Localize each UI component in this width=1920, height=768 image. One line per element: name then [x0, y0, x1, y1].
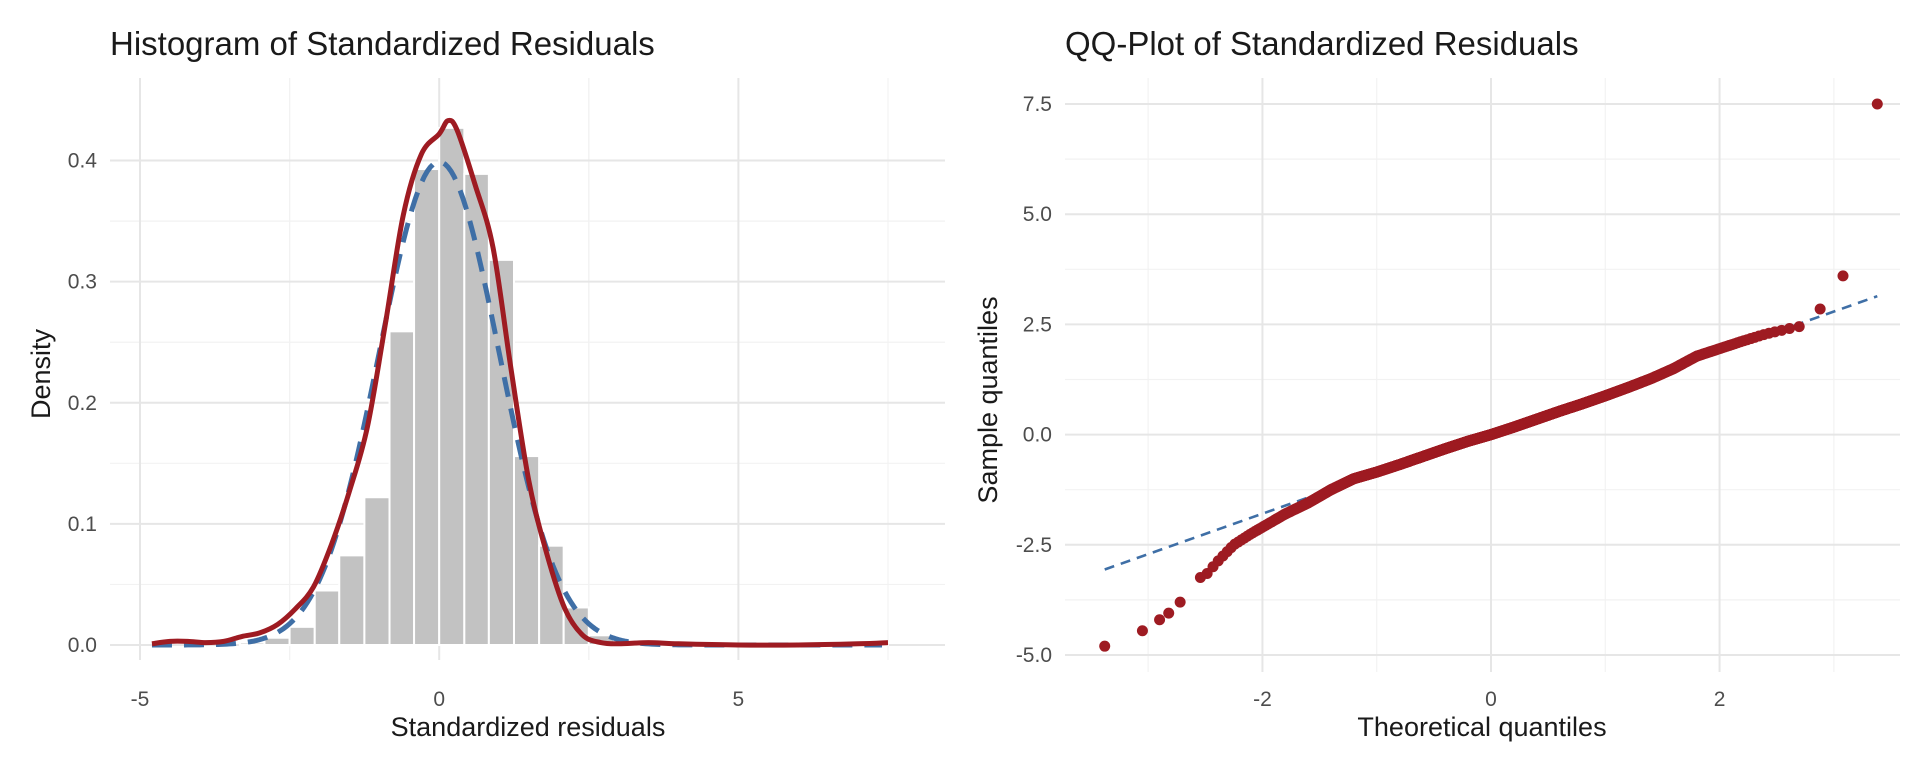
qq-x-tick-label: 2 — [1714, 688, 1726, 711]
qq-y-tick-label: -5.0 — [1016, 644, 1052, 667]
qq-y-tick-label: 7.5 — [1023, 93, 1052, 116]
qq-point — [1814, 303, 1826, 315]
qq-y-tick-label: -2.5 — [1016, 534, 1052, 557]
histogram-x-tick-label: 0 — [433, 688, 445, 711]
histogram-y-tick-label: 0.0 — [68, 634, 97, 657]
qq-x-tick-label: -2 — [1253, 688, 1272, 711]
histogram-y-ticks: 0.0 0.1 0.2 0.3 0.4 — [68, 150, 98, 657]
histogram-bar — [288, 625, 316, 646]
qq-points — [1099, 98, 1883, 652]
qq-point — [1784, 323, 1796, 335]
kernel-density-curve — [151, 117, 889, 648]
qq-plot-panel: QQ-Plot of Standardized Residuals -2 0 2 -… — [973, 25, 1900, 742]
histogram-bar — [413, 168, 441, 647]
histogram-y-tick-label: 0.3 — [68, 271, 97, 294]
histogram-x-ticks: -5 0 5 — [131, 688, 745, 711]
qq-x-ticks: -2 0 2 — [1253, 688, 1725, 711]
histogram-y-axis-title: Density — [26, 328, 56, 419]
histogram-bar — [313, 589, 341, 646]
histogram-x-axis-title: Standardized residuals — [391, 712, 666, 742]
qq-point — [1099, 640, 1111, 652]
qq-plot-grid — [1065, 78, 1900, 672]
histogram-panel: Histogram of Standardized Residuals -5 0 5… — [26, 25, 945, 742]
histogram-bar — [463, 172, 490, 646]
histogram-y-tick-label: 0.1 — [68, 513, 97, 536]
qq-plot-title: QQ-Plot of Standardized Residuals — [1065, 25, 1579, 62]
qq-point — [1793, 321, 1805, 333]
qq-point — [1174, 596, 1186, 608]
histogram-y-tick-label: 0.4 — [68, 150, 98, 173]
qq-y-ticks: -5.0 -2.5 0.0 2.5 5.0 7.5 — [1016, 93, 1052, 667]
qq-x-axis-title: Theoretical quantiles — [1357, 712, 1606, 742]
histogram-bar — [438, 126, 466, 647]
qq-x-tick-label: 0 — [1485, 688, 1497, 711]
qq-point — [1837, 270, 1849, 282]
histogram-x-tick-label: 5 — [733, 688, 745, 711]
qq-point — [1154, 614, 1166, 626]
qq-y-tick-label: 5.0 — [1023, 203, 1052, 226]
histogram-bar — [263, 636, 291, 647]
histogram-title: Histogram of Standardized Residuals — [110, 25, 655, 62]
qq-y-axis-title: Sample quantiles — [973, 296, 1003, 503]
qq-y-tick-label: 0.0 — [1023, 424, 1052, 447]
qq-point — [1871, 98, 1883, 110]
histogram-density-lines — [151, 117, 889, 648]
qq-point — [1136, 625, 1148, 637]
qq-point — [1163, 607, 1175, 619]
qq-y-tick-label: 2.5 — [1023, 313, 1052, 336]
histogram-x-tick-label: -5 — [131, 688, 150, 711]
histogram-bar — [388, 330, 416, 646]
histogram-bars — [238, 126, 889, 647]
histogram-bar — [363, 496, 391, 646]
histogram-bar — [338, 554, 366, 647]
histogram-y-tick-label: 0.2 — [68, 392, 97, 415]
